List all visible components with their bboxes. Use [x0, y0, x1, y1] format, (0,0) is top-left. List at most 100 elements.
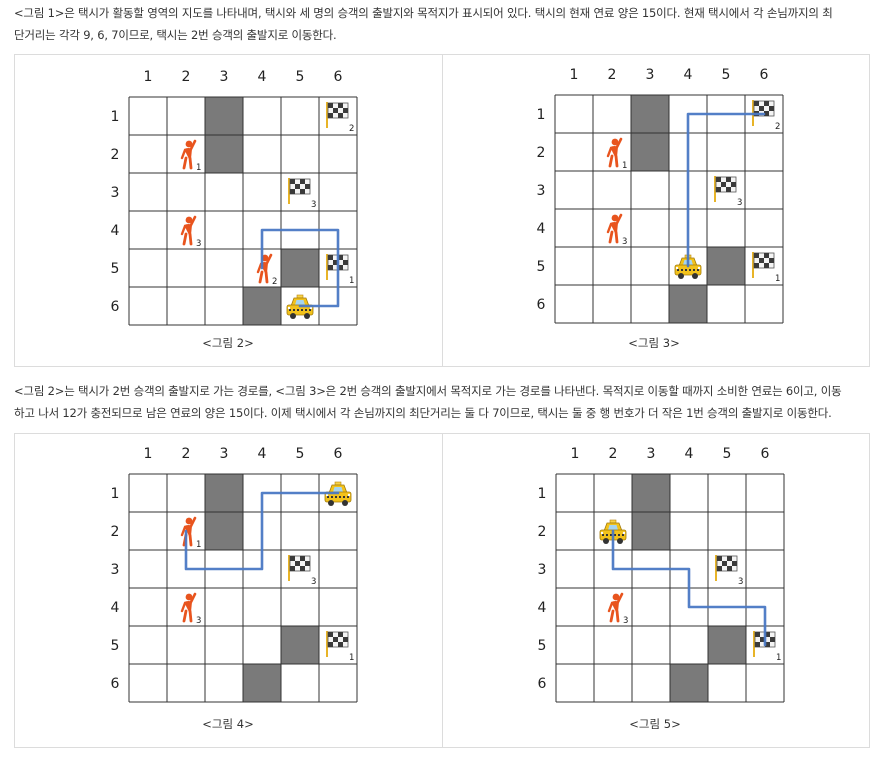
flag-label: 3	[738, 577, 743, 587]
person-label: 3	[196, 239, 201, 249]
row-label: 1	[537, 107, 546, 123]
person-label: 3	[622, 237, 627, 247]
row-label: 1	[111, 486, 120, 502]
wall-cell	[670, 664, 708, 702]
intro-line-1: <그림 1>은 택시가 활동할 영역의 지도를 나타내며, 택시와 세 명의 승…	[14, 6, 833, 20]
checkered-flag-icon: 3	[714, 176, 742, 208]
column-label: 3	[647, 446, 656, 462]
flag-label: 1	[349, 276, 354, 286]
figure-5-caption: <그림 5>	[629, 717, 681, 731]
row-label: 6	[538, 676, 547, 692]
row-label: 3	[538, 562, 547, 578]
taxi-icon	[286, 294, 314, 319]
column-label: 3	[646, 67, 655, 83]
column-label: 3	[220, 446, 229, 462]
row-label: 4	[538, 600, 547, 616]
explanation-paragraph: <그림 2>는 택시가 2번 승객의 출발지로 가는 경로를, <그림 3>은 …	[14, 380, 880, 424]
figure-2-panel: 1 2 3 4 5 6 1 2 3 4 5 6 1 3 2 2 3 1	[111, 65, 358, 365]
flag-label: 3	[737, 198, 742, 208]
person-icon: 3	[607, 592, 628, 626]
row-label: 2	[537, 145, 546, 161]
column-label: 6	[760, 67, 769, 83]
column-label: 5	[723, 446, 732, 462]
wall-cell	[205, 135, 243, 173]
figure-3-panel: 1 2 3 4 5 6 1 2 3 4 5 6 1 3 2 3 1	[537, 63, 784, 363]
grid-map: 1 2 3 4 5 6 1 2 3 4 5 6 1 3 3 1	[111, 446, 358, 703]
flag-label: 1	[775, 274, 780, 284]
person-label: 1	[622, 161, 627, 171]
checkered-flag-icon: 3	[288, 555, 316, 587]
figure-box-top: 1 2 3 4 5 6 1 2 3 4 5 6 1 3 2 2 3 1 1 2 3 4 5 6 1 2 3 4 5 6 1 3 2 3 1 <그림…	[14, 54, 870, 367]
figure-4-caption: <그림 4>	[202, 717, 254, 731]
row-label: 1	[111, 109, 120, 125]
wall-cell	[632, 474, 670, 512]
wall-cell	[205, 97, 243, 135]
taxi-icon	[324, 481, 352, 506]
figure-3-caption: <그림 3>	[628, 336, 680, 350]
column-label: 2	[608, 67, 617, 83]
column-label: 1	[144, 69, 153, 85]
route-path	[184, 491, 340, 571]
person-icon: 3	[180, 215, 201, 249]
person-label: 2	[272, 277, 277, 287]
row-label: 4	[111, 223, 120, 239]
person-icon: 1	[606, 137, 627, 171]
wall-cell	[243, 664, 281, 702]
wall-cell	[707, 247, 745, 285]
row-label: 5	[111, 261, 120, 277]
column-label: 3	[220, 69, 229, 85]
row-label: 3	[537, 183, 546, 199]
person-label: 1	[196, 540, 201, 550]
row-label: 1	[538, 486, 547, 502]
column-label: 6	[334, 69, 343, 85]
column-label: 5	[296, 69, 305, 85]
person-label: 3	[196, 616, 201, 626]
checkered-flag-icon: 1	[326, 254, 354, 286]
row-label: 4	[537, 221, 546, 237]
person-icon: 3	[606, 213, 627, 247]
grid-map: 1 2 3 4 5 6 1 2 3 4 5 6 1 3 2 3 1	[537, 67, 784, 324]
flag-label: 3	[311, 577, 316, 587]
wall-cell	[708, 626, 746, 664]
row-label: 3	[111, 562, 120, 578]
grid-map: 1 2 3 4 5 6 1 2 3 4 5 6 3 3 1	[538, 446, 785, 703]
wall-cell	[632, 512, 670, 550]
column-label: 4	[258, 446, 267, 462]
wall-cell	[243, 287, 281, 325]
column-label: 2	[609, 446, 618, 462]
figure-divider	[442, 434, 443, 747]
row-label: 2	[111, 147, 120, 163]
wall-cell	[281, 626, 319, 664]
person-icon: 3	[180, 592, 201, 626]
column-label: 1	[571, 446, 580, 462]
wall-cell	[669, 285, 707, 323]
checkered-flag-icon: 1	[326, 631, 354, 663]
wall-cell	[205, 474, 243, 512]
flag-label: 2	[775, 122, 780, 132]
column-label: 2	[182, 69, 191, 85]
column-label: 5	[296, 446, 305, 462]
flag-label: 2	[349, 124, 354, 134]
row-label: 6	[111, 676, 120, 692]
wall-cell	[631, 133, 669, 171]
row-label: 5	[111, 638, 120, 654]
intro-paragraph: <그림 1>은 택시가 활동할 영역의 지도를 나타내며, 택시와 세 명의 승…	[14, 2, 880, 46]
checkered-flag-icon: 1	[753, 631, 781, 663]
wall-cell	[281, 249, 319, 287]
explanation-line-2: 하고 나서 12가 충전되므로 남은 연료의 양은 15이다. 이제 택시에서 …	[14, 406, 832, 420]
intro-line-2: 단거리는 각각 9, 6, 7이므로, 택시는 2번 승객의 출발지로 이동한다…	[14, 28, 337, 42]
row-label: 2	[538, 524, 547, 540]
column-label: 2	[182, 446, 191, 462]
person-icon: 1	[180, 139, 201, 173]
route-path	[611, 529, 767, 647]
person-label: 1	[196, 163, 201, 173]
person-label: 3	[623, 616, 628, 626]
checkered-flag-icon: 1	[752, 252, 780, 284]
checkered-flag-icon: 3	[288, 178, 316, 210]
figure-divider	[442, 55, 443, 366]
column-label: 1	[144, 446, 153, 462]
checkered-flag-icon: 3	[715, 555, 743, 587]
person-icon: 1	[180, 516, 201, 550]
flag-label: 1	[776, 653, 781, 663]
